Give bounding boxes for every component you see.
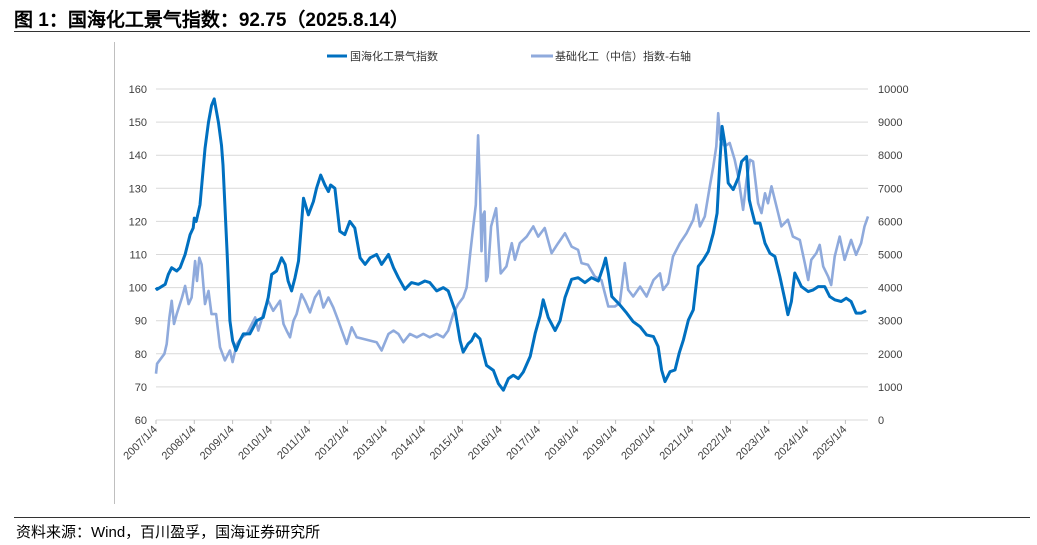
legend: 国海化工景气指数 基础化工（中信）指数-右轴 [327, 49, 691, 63]
right-y-tick-label: 8000 [878, 150, 902, 162]
title-divider [14, 31, 1030, 32]
series-line-citic-index [154, 111, 870, 374]
left-y-tick-label: 120 [129, 216, 147, 228]
left-y-tick-label: 80 [135, 349, 147, 361]
gridlines [156, 88, 868, 421]
left-y-tick-label: 140 [129, 150, 147, 162]
chart-frame-left-border [114, 42, 115, 504]
x-tick-label: 2025/1/4 [811, 424, 850, 463]
left-y-tick-label: 100 [129, 283, 147, 295]
left-axis-labels: 60 70 80 90 100 110 120 130 140 150 160 [129, 84, 147, 427]
left-y-tick-label: 150 [129, 117, 147, 129]
source-note: 资料来源：Wind，百川盈孚，国海证券研究所 [16, 524, 321, 541]
x-tick-label: 2007/1/4 [121, 424, 160, 463]
legend-label-chemical-index: 国海化工景气指数 [350, 49, 438, 63]
x-tick-label: 2017/1/4 [504, 424, 543, 463]
right-y-tick-label: 1000 [878, 382, 902, 394]
x-tick-label: 2022/1/4 [696, 424, 735, 463]
right-y-tick-label: 5000 [878, 250, 902, 262]
right-axis-labels: 0 1000 2000 3000 4000 5000 6000 7000 8000 9000 100… [878, 84, 909, 427]
right-y-tick-label: 6000 [878, 216, 902, 228]
right-y-tick-label: 0 [878, 415, 884, 427]
x-tick-label: 2010/1/4 [236, 424, 275, 463]
x-tick-label: 2023/1/4 [734, 424, 773, 463]
x-tick-label: 2008/1/4 [160, 424, 199, 463]
x-tick-label: 2009/1/4 [198, 424, 237, 463]
series-lines [154, 97, 870, 392]
x-tick-label: 2021/1/4 [658, 424, 697, 463]
left-y-tick-label: 90 [135, 316, 147, 328]
x-tick-label: 2012/1/4 [313, 424, 352, 463]
left-y-tick-label: 160 [129, 84, 147, 96]
right-y-tick-label: 7000 [878, 183, 902, 195]
right-y-tick-label: 2000 [878, 349, 902, 361]
x-tick-label: 2013/1/4 [351, 424, 390, 463]
x-tick-label: 2011/1/4 [275, 424, 313, 462]
legend-label-citic-index: 基础化工（中信）指数-右轴 [555, 49, 691, 63]
source-divider [14, 517, 1030, 518]
x-tick-label: 2018/1/4 [543, 424, 582, 463]
left-y-tick-label: 60 [135, 415, 147, 427]
x-tick-label: 2015/1/4 [428, 424, 467, 463]
x-axis: 2007/1/4 2008/1/4 2009/1/4 2010/1/4 2011/1/4… [121, 419, 868, 463]
series-line-chemical-index [154, 97, 867, 392]
figure-title: 图 1：国海化工景气指数：92.75（2025.8.14） [14, 10, 409, 31]
left-y-tick-label: 70 [135, 382, 147, 394]
x-tick-label: 2020/1/4 [619, 424, 658, 463]
right-y-tick-label: 4000 [878, 283, 902, 295]
x-tick-label: 2019/1/4 [581, 424, 620, 463]
x-tick-label: 2024/1/4 [772, 424, 811, 463]
right-y-tick-label: 10000 [878, 84, 909, 96]
left-y-tick-label: 130 [129, 183, 147, 195]
right-y-tick-label: 3000 [878, 316, 902, 328]
x-tick-label: 2016/1/4 [466, 424, 505, 463]
right-y-tick-label: 9000 [878, 117, 902, 129]
left-y-tick-label: 110 [129, 250, 147, 262]
x-tick-label: 2014/1/4 [389, 424, 428, 463]
